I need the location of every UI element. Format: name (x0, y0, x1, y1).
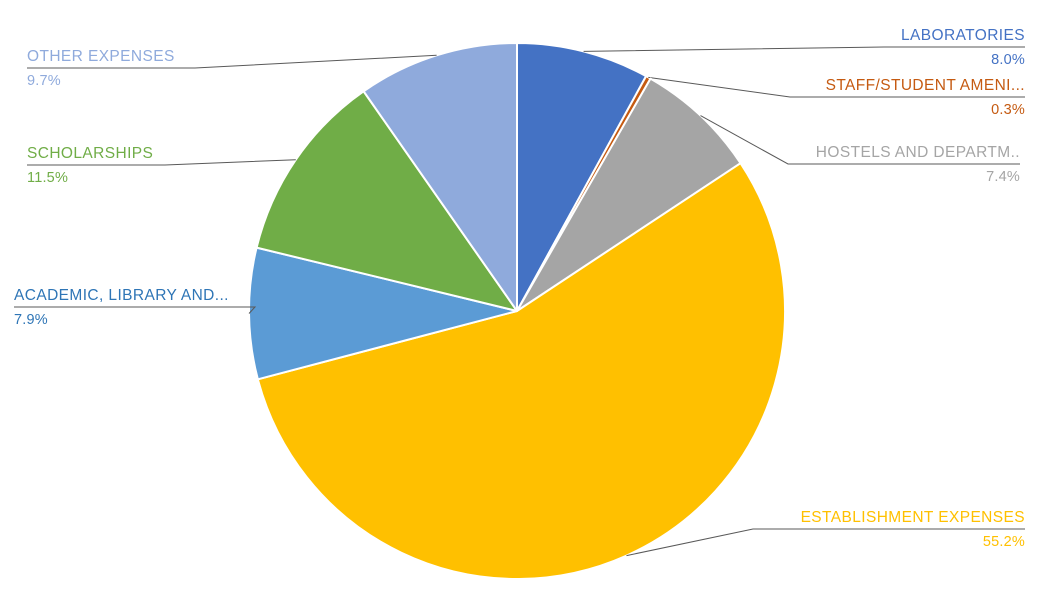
slice-percent-hostels-and-departm: 7.4% (986, 169, 1020, 185)
slice-percent-laboratories: 8.0% (991, 52, 1025, 68)
slice-label-laboratories[interactable]: LABORATORIES (901, 27, 1025, 44)
slice-percent-academic-library-and: 7.9% (14, 312, 48, 328)
slice-label-other-expenses[interactable]: OTHER EXPENSES (27, 48, 175, 65)
slice-percent-establishment-expenses: 55.2% (982, 534, 1025, 550)
slice-callout-staff-student-ameni: STAFF/STUDENT AMENI... 0.3% (826, 77, 1025, 119)
leader-line-establishment-expenses (626, 528, 1025, 557)
slice-label-academic-library-and[interactable]: ACADEMIC, LIBRARY AND... (14, 287, 229, 304)
slice-label-hostels-and-departm[interactable]: HOSTELS AND DEPARTM.. (815, 144, 1020, 161)
slice-label-staff-student-ameni[interactable]: STAFF/STUDENT AMENI... (825, 77, 1025, 94)
pie-slice-establishment-expenses[interactable] (256, 162, 786, 580)
leader-line-academic-library-and (14, 306, 257, 314)
slice-percent-other-expenses: 9.7% (27, 73, 61, 89)
slice-callout-establishment-expenses: ESTABLISHMENT EXPENSES 55.2% (801, 509, 1025, 551)
slice-percent-staff-student-ameni: 0.3% (991, 102, 1025, 118)
slice-callout-hostels-and-departm: HOSTELS AND DEPARTM.. 7.4% (816, 144, 1020, 186)
slice-callout-other-expenses: OTHER EXPENSES 9.7% (27, 48, 175, 90)
slice-callout-laboratories: LABORATORIES 8.0% (901, 27, 1025, 69)
leader-line-other-expenses (27, 54, 437, 69)
slice-percent-scholarships: 11.5% (27, 170, 69, 186)
leader-line-laboratories (583, 46, 1025, 52)
slice-label-scholarships[interactable]: SCHOLARSHIPS (27, 145, 154, 162)
slice-callout-scholarships: SCHOLARSHIPS 11.5% (27, 145, 153, 187)
leader-line-scholarships (27, 159, 296, 166)
leader-line-staff-student-ameni (648, 76, 1025, 98)
slice-label-establishment-expenses[interactable]: ESTABLISHMENT EXPENSES (800, 509, 1025, 526)
pie-slice-hostels-and-departm[interactable] (516, 77, 742, 312)
pie-slice-scholarships[interactable] (255, 90, 518, 312)
leader-line-hostels-and-departm (700, 115, 1020, 165)
slice-callout-academic-library-and: ACADEMIC, LIBRARY AND... 7.9% (14, 287, 229, 329)
pie-slice-academic-library-and[interactable] (248, 246, 518, 381)
